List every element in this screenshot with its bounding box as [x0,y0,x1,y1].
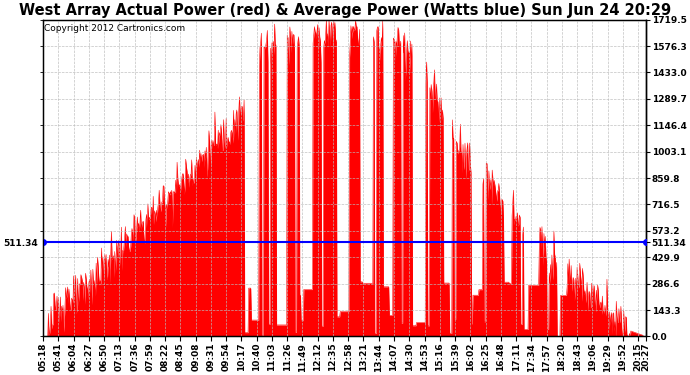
Text: Copyright 2012 Cartronics.com: Copyright 2012 Cartronics.com [44,24,186,33]
Title: West Array Actual Power (red) & Average Power (Watts blue) Sun Jun 24 20:29: West Array Actual Power (red) & Average … [19,3,671,18]
